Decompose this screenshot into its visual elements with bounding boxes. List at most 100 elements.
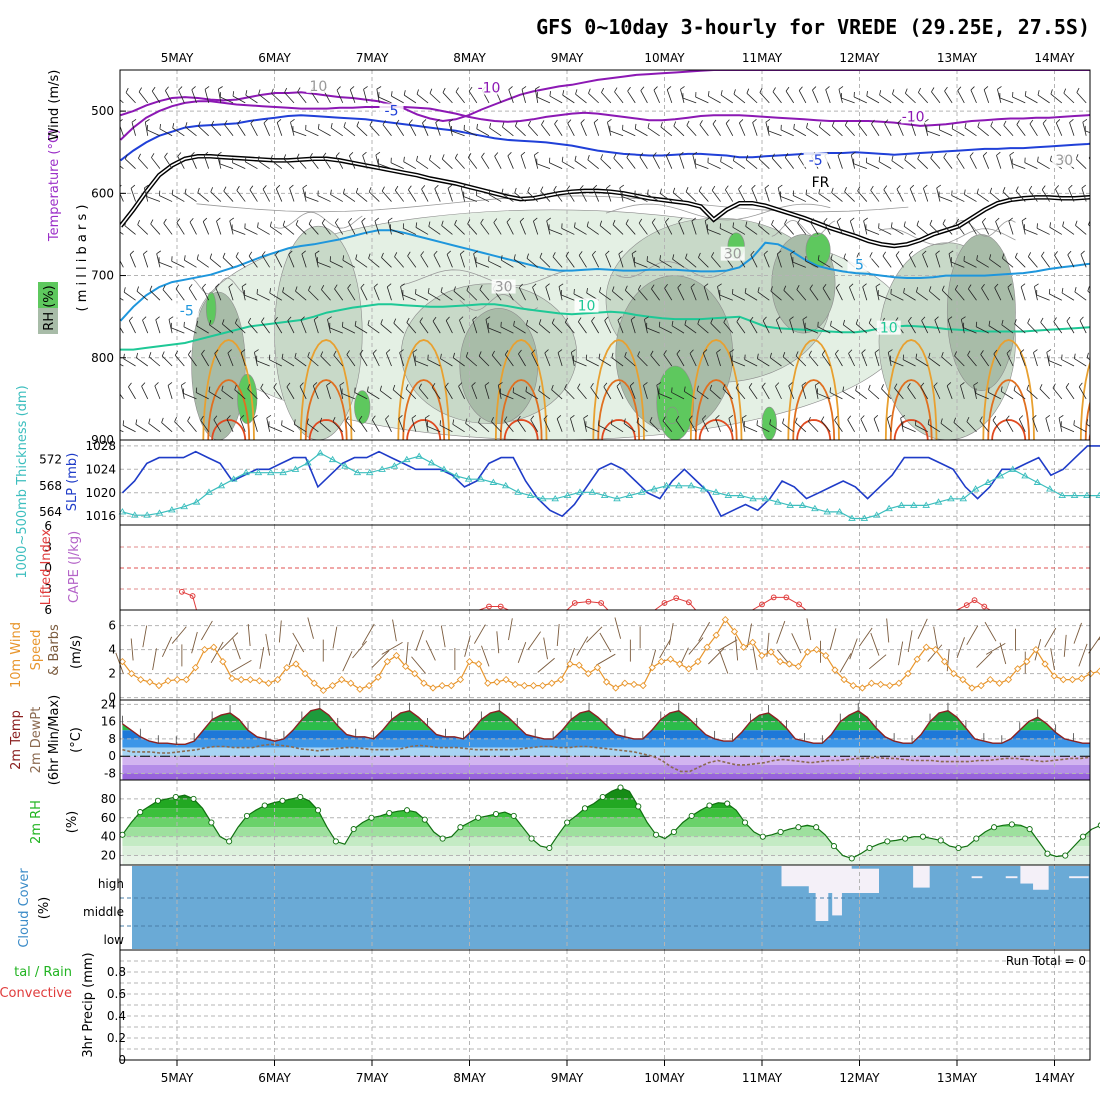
thickness-point: [786, 501, 794, 508]
barb-flag: [982, 217, 986, 223]
rh-point: [973, 835, 980, 842]
thickness-point: [1008, 465, 1017, 472]
upper-wind-barb: [717, 286, 721, 301]
upper-wind-barb: [752, 122, 758, 136]
upper-wind-barb: [849, 220, 856, 235]
upper-wind-barb: [966, 421, 977, 433]
lifted-index-point: [661, 600, 668, 606]
wind-speed-point: [1068, 675, 1077, 684]
upper-wind-barb: [577, 387, 587, 400]
barb-flag: [818, 188, 821, 194]
barb-flag: [830, 254, 833, 260]
wind-speed-point: [575, 661, 583, 669]
barb-flag: [521, 86, 527, 90]
upper-wind-barb: [305, 196, 319, 202]
upper-wind-barb: [609, 130, 624, 137]
barb-flag: [928, 286, 932, 292]
upper-wind-barb: [526, 324, 538, 334]
barb-flag: [507, 152, 512, 157]
barb-flag: [689, 349, 694, 354]
barb-flag: [649, 416, 653, 422]
upper-wind-barb: [202, 221, 210, 235]
upper-wind-barb: [905, 93, 916, 104]
upper-wind-barb: [1026, 389, 1038, 400]
wind-barb: [527, 631, 541, 650]
barb-flag: [123, 287, 126, 293]
wind-speed-line: [121, 618, 1100, 692]
barb-flag: [915, 353, 918, 359]
barb-flag: [385, 415, 390, 420]
barb-flag: [373, 283, 378, 288]
barb-flag: [381, 252, 384, 258]
barb-flag: [313, 382, 318, 387]
upper-wind-barb: [680, 89, 685, 103]
upper-wind-barb: [954, 355, 965, 367]
upper-wind-barb: [452, 423, 465, 433]
upper-wind-barb: [838, 89, 843, 103]
wind-barb: [1088, 636, 1100, 654]
upper-wind-barb: [996, 155, 1002, 169]
upper-wind-barb: [758, 225, 770, 235]
barb-flag: [297, 87, 301, 93]
barb-flag: [904, 88, 908, 94]
barb-flag: [647, 189, 649, 195]
barb-flag: [249, 185, 254, 190]
barb-flag: [612, 286, 615, 292]
upper-wind-barb: [646, 260, 660, 268]
barb-flag: [159, 123, 161, 130]
upper-wind-barb: [488, 260, 502, 268]
upper-wind-barb: [944, 90, 953, 104]
thickness-point: [192, 498, 201, 505]
wind-speed-point: [137, 675, 145, 684]
upper-wind-barb: [345, 420, 356, 433]
upper-wind-barb: [485, 319, 490, 334]
barb-flag: [900, 415, 906, 419]
barb-flag: [452, 419, 455, 425]
wind-barb: [1044, 627, 1057, 648]
upper-wind-barb: [465, 423, 478, 433]
barb-flag: [757, 287, 760, 293]
upper-wind-barb: [367, 324, 380, 334]
lifted-index-line: [654, 597, 697, 611]
barb-flag: [1000, 386, 1003, 392]
upper-wind-barb: [808, 354, 819, 367]
upper-wind-barb: [744, 292, 758, 301]
upper-wind-barb: [814, 385, 819, 399]
barb-flag: [358, 415, 363, 421]
upper-wind-barb: [120, 231, 124, 235]
barb-flag: [650, 350, 654, 356]
rh-point: [1062, 852, 1069, 859]
barb-flag: [143, 250, 148, 255]
rh-region-green: [666, 406, 679, 424]
barb-flag: [567, 119, 572, 124]
warm-contour: [1084, 400, 1090, 440]
barb-flag: [439, 420, 441, 426]
upper-wind-barb: [399, 352, 405, 367]
upper-wind-barb: [473, 253, 478, 268]
upper-wind-barb: [843, 324, 855, 334]
barb-flag: [897, 119, 902, 124]
upper-wind-barb: [988, 392, 1002, 400]
upper-wind-barb: [921, 320, 929, 334]
upper-wind-barb: [689, 353, 697, 367]
upper-wind-barb: [174, 355, 185, 367]
upper-wind-barb: [198, 125, 209, 137]
barb-flag: [184, 255, 186, 261]
barb-flag: [551, 318, 555, 324]
barb-flag: [764, 184, 770, 189]
barb-flag: [884, 119, 889, 124]
upper-wind-barb: [1075, 158, 1087, 169]
upper-wind-barb: [578, 255, 587, 268]
date-label-bottom: 5MAY: [161, 1071, 194, 1085]
upper-wind-barb: [135, 424, 148, 433]
upper-wind-barb: [697, 323, 709, 334]
barb-flag: [330, 189, 332, 195]
upper-wind-barb: [653, 89, 660, 104]
upper-wind-barb: [902, 425, 916, 433]
upper-wind-barb: [776, 253, 782, 268]
thickness-point: [625, 491, 634, 499]
barb-flag: [553, 185, 557, 191]
barb-flag: [626, 153, 630, 158]
wind-barb: [307, 617, 314, 639]
dewpoint-line: [122, 743, 1090, 773]
